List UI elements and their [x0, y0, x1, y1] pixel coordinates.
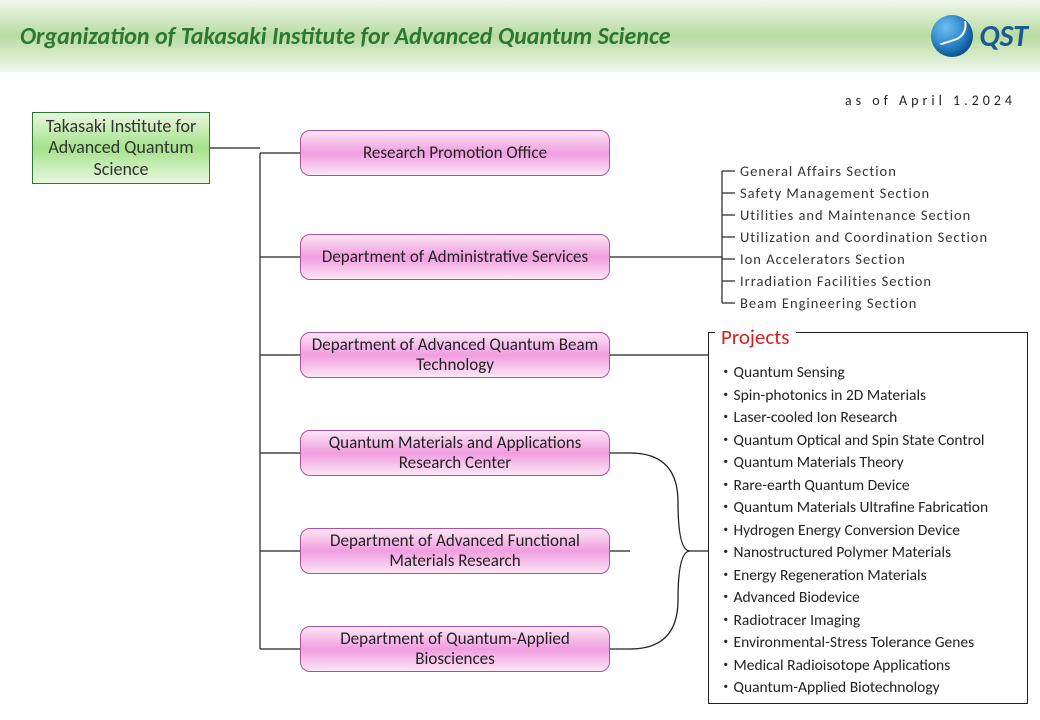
dept-label: Quantum Materials and Applications Resea… [301, 433, 609, 474]
dept-node: Department of Quantum-Applied Bioscience… [300, 626, 610, 672]
project-item: Quantum Materials Ultrafine Fabrication [718, 497, 988, 520]
project-item: Laser-cooled Ion Research [718, 407, 988, 430]
dept-label: Department of Quantum-Applied Bioscience… [301, 629, 609, 670]
project-item: Rare-earth Quantum Device [718, 475, 988, 498]
project-item: Quantum-Applied Biotechnology [718, 677, 988, 700]
section-item: Safety Management Section [740, 182, 988, 204]
dept-label: Research Promotion Office [363, 143, 547, 163]
project-item: Nanostructured Polymer Materials [718, 542, 988, 565]
logo-text: QST [979, 18, 1028, 55]
section-item: Ion Accelerators Section [740, 248, 988, 270]
section-item: Beam Engineering Section [740, 292, 988, 314]
project-item: Quantum Sensing [718, 362, 988, 385]
root-node: Takasaki Institute for Advanced Quantum … [32, 112, 210, 184]
project-item: Spin-photonics in 2D Materials [718, 385, 988, 408]
root-label: Takasaki Institute for Advanced Quantum … [33, 116, 209, 181]
dept-node: Department of Advanced Quantum Beam Tech… [300, 332, 610, 378]
project-item: Hydrogen Energy Conversion Device [718, 520, 988, 543]
logo-sphere-icon [931, 15, 973, 57]
projects-heading: Projects [715, 324, 796, 350]
dept-node: Research Promotion Office [300, 130, 610, 176]
section-item: Utilization and Coordination Section [740, 226, 988, 248]
project-item: Medical Radioisotope Applications [718, 655, 988, 678]
dept-label: Department of Advanced Functional Materi… [301, 531, 609, 572]
admin-sections: General Affairs SectionSafety Management… [740, 160, 988, 314]
projects-list: Quantum SensingSpin-photonics in 2D Mate… [718, 362, 988, 700]
project-item: Radiotracer Imaging [718, 610, 988, 633]
logo: QST [931, 15, 1028, 57]
project-item: Quantum Optical and Spin State Control [718, 430, 988, 453]
as-of-date: as of April 1.2024 [845, 92, 1016, 109]
header-bar: Organization of Takasaki Institute for A… [0, 0, 1040, 72]
dept-node: Department of Advanced Functional Materi… [300, 528, 610, 574]
dept-label: Department of Advanced Quantum Beam Tech… [301, 335, 609, 376]
project-item: Energy Regeneration Materials [718, 565, 988, 588]
dept-node: Department of Administrative Services [300, 234, 610, 280]
section-item: General Affairs Section [740, 160, 988, 182]
dept-node: Quantum Materials and Applications Resea… [300, 430, 610, 476]
project-item: Environmental-Stress Tolerance Genes [718, 632, 988, 655]
project-item: Quantum Materials Theory [718, 452, 988, 475]
dept-label: Department of Administrative Services [322, 247, 588, 267]
section-item: Utilities and Maintenance Section [740, 204, 988, 226]
project-item: Advanced Biodevice [718, 587, 988, 610]
section-item: Irradiation Facilities Section [740, 270, 988, 292]
page-title: Organization of Takasaki Institute for A… [20, 22, 671, 51]
